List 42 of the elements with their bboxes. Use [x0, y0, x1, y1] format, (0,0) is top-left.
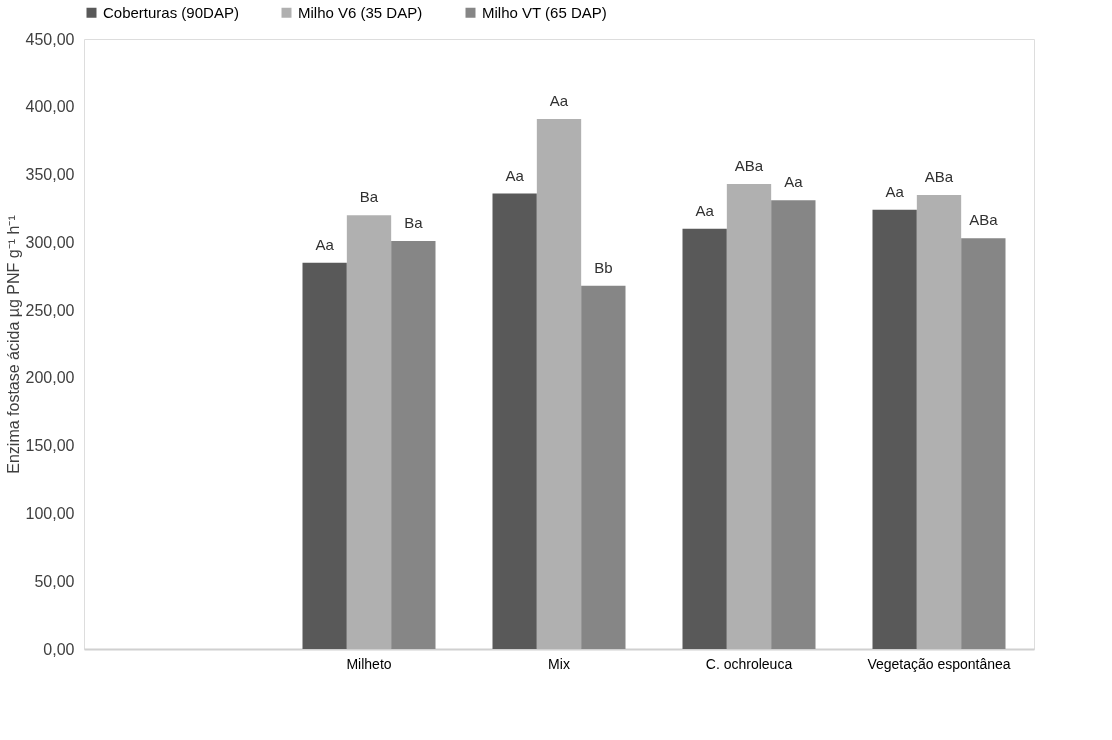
bar — [682, 228, 727, 649]
y-tick-label: 400,00 — [25, 98, 75, 116]
y-tick-label: 150,00 — [25, 437, 75, 455]
y-tick-label: 300,00 — [25, 233, 75, 251]
data-label: Bb — [594, 258, 613, 276]
y-tick-label: 200,00 — [25, 369, 75, 387]
data-label: Aa — [315, 235, 335, 253]
bar — [961, 238, 1006, 649]
x-tick-label: Milheto — [346, 655, 392, 672]
bar — [726, 184, 772, 649]
y-axis-title: Enzima fostase ácida µg PNF g⁻¹ h⁻¹ — [4, 215, 22, 474]
x-tick-label: Vegetação espontânea — [867, 655, 1011, 672]
data-label: ABa — [734, 157, 764, 175]
legend-label: Coberturas (90DAP) — [103, 3, 239, 21]
data-label: Ba — [359, 188, 379, 206]
data-label: ABa — [924, 167, 954, 185]
x-tick-label: C. ochroleuca — [705, 655, 793, 672]
bar — [346, 215, 392, 649]
x-tick-label: Mix — [548, 655, 570, 672]
y-tick-label: 350,00 — [25, 166, 75, 184]
data-label: ABa — [969, 211, 999, 229]
legend-label: Milho V6 (35 DAP) — [298, 3, 423, 21]
data-label: Ba — [404, 213, 424, 231]
y-tick-label: 450,00 — [25, 30, 75, 48]
data-label: Aa — [505, 166, 525, 184]
y-tick-label: 50,00 — [34, 572, 75, 590]
data-label: Aa — [885, 182, 905, 200]
data-label: Aa — [695, 201, 715, 219]
bar — [771, 200, 816, 649]
data-label: Aa — [784, 173, 804, 191]
bar — [492, 193, 537, 649]
bar — [391, 240, 436, 649]
data-label: Aa — [549, 91, 569, 109]
y-tick-label: 250,00 — [25, 301, 75, 319]
bar — [302, 262, 347, 649]
bar — [581, 285, 626, 649]
bar — [916, 194, 962, 649]
legend-label: Milho VT (65 DAP) — [482, 3, 607, 21]
y-tick-label: 100,00 — [25, 504, 75, 522]
y-tick-label: 0,00 — [43, 640, 75, 658]
bar — [536, 118, 582, 649]
bar — [872, 209, 917, 649]
